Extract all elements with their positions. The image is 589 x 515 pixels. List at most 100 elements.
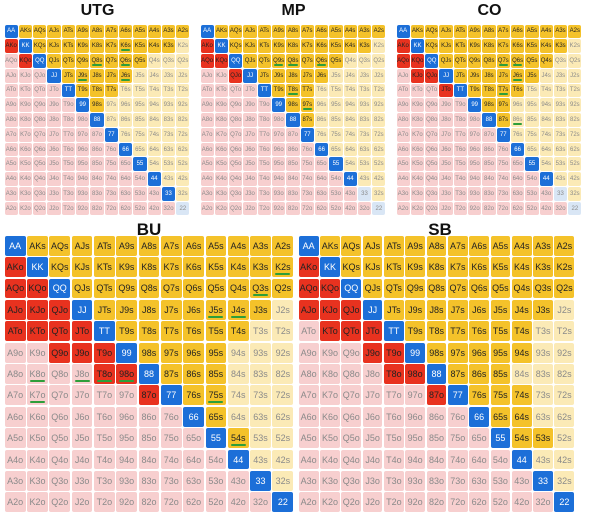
- hand-cell-t8s: T8s: [138, 321, 160, 342]
- hand-cell-32o: 32o: [357, 201, 372, 216]
- hand-cell-t5s: T5s: [329, 83, 343, 98]
- hand-cell-qto: QTo: [49, 321, 71, 342]
- hand-cell-kjs: KJs: [243, 39, 257, 54]
- hand-cell-97s: 97s: [104, 98, 118, 113]
- hand-cell-k8s: K8s: [426, 257, 447, 277]
- hand-cell-55: 55: [205, 428, 227, 449]
- chart-utg: UTG AA AKs AQs AJs ATs A9s A8s A7s A6s A5s A4s A3s A…: [2, 0, 193, 218]
- hand-cell-k8s: K8s: [138, 257, 160, 277]
- hand-cell-j5s: J5s: [490, 299, 511, 320]
- frequency-marker: [92, 63, 102, 66]
- hand-cell-83s: 83s: [250, 364, 271, 384]
- hand-cell-77: 77: [160, 385, 182, 406]
- hand-cell-85o: 85o: [138, 428, 160, 449]
- hand-cell-j2o: J2o: [47, 201, 61, 216]
- hand-cell-aqs: AQs: [229, 24, 243, 39]
- hand-cell-qto: QTo: [33, 83, 47, 98]
- hand-cell-q4o: Q4o: [49, 449, 71, 470]
- hand-cell-94s: 94s: [147, 98, 161, 113]
- hand-cell-a7o: A7o: [396, 127, 410, 142]
- hand-cell-96o: 96o: [405, 406, 426, 427]
- hand-cell-a8o: A8o: [4, 364, 26, 384]
- hand-cell-k6o: K6o: [18, 142, 33, 157]
- hand-cell-t7s: T7s: [300, 83, 314, 98]
- hand-cell-q8s: Q8s: [138, 278, 160, 299]
- hand-cell-kjo: KJo: [18, 68, 33, 83]
- chart-title-sb: SB: [428, 220, 452, 239]
- hand-cell-kts: KTs: [383, 257, 404, 277]
- hand-cell-j2s: J2s: [554, 299, 575, 320]
- frequency-marker: [498, 63, 509, 66]
- hand-cell-85s: 85s: [329, 113, 343, 127]
- hand-cell-66: 66: [510, 142, 525, 157]
- hand-cell-q9s: Q9s: [76, 54, 90, 68]
- hand-cell-42o: 42o: [147, 201, 161, 216]
- hand-cell-k7s: K7s: [447, 257, 468, 277]
- hand-cell-a5o: A5o: [298, 428, 319, 449]
- chart-title-mp: MP: [281, 2, 306, 19]
- frequency-marker: [77, 78, 88, 81]
- hand-cell-52s: 52s: [568, 157, 582, 172]
- frequency-marker: [119, 379, 135, 382]
- hand-cell-75o: 75o: [447, 428, 468, 449]
- hand-cell-93o: 93o: [272, 186, 286, 201]
- hand-cell-42o: 42o: [227, 492, 249, 513]
- hand-cell-k3s: K3s: [533, 257, 553, 277]
- frequency-marker: [208, 315, 224, 318]
- hand-cell-jto: JTo: [71, 321, 93, 342]
- hand-cell-q2o: Q2o: [229, 201, 243, 216]
- hand-cell-q4o: Q4o: [341, 449, 362, 470]
- hand-cell-t4o: T4o: [453, 172, 468, 186]
- hand-cell-t4s: T4s: [343, 83, 357, 98]
- hand-cell-k9s: K9s: [76, 39, 90, 54]
- hand-cell-95s: 95s: [490, 342, 511, 363]
- hand-cell-t6s: T6s: [183, 321, 204, 342]
- hand-cell-65o: 65o: [469, 428, 489, 449]
- hand-cell-t9o: T9o: [257, 98, 272, 113]
- hand-cell-q8s: Q8s: [90, 54, 104, 68]
- hand-cell-43s: 43s: [161, 172, 176, 186]
- hand-cell-kk: KK: [18, 39, 33, 54]
- hand-cell-j5o: J5o: [47, 157, 61, 172]
- hand-cell-kto: KTo: [320, 321, 340, 342]
- hand-cell-a4o: A4o: [298, 449, 319, 470]
- hand-cell-qts: QTs: [257, 54, 272, 68]
- hand-cell-a2o: A2o: [4, 201, 18, 216]
- hand-cell-kk: KK: [320, 257, 340, 277]
- hand-cell-62s: 62s: [372, 142, 386, 157]
- hand-cell-32s: 32s: [272, 470, 294, 491]
- hand-cell-73s: 73s: [161, 127, 176, 142]
- hand-cell-jto: JTo: [47, 83, 61, 98]
- hand-cell-62o: 62o: [314, 201, 329, 216]
- hand-cell-99: 99: [468, 98, 482, 113]
- hand-cell-aks: AKs: [214, 24, 229, 39]
- hand-cell-a3s: A3s: [357, 24, 372, 39]
- hand-cell-73s: 73s: [357, 127, 372, 142]
- hand-cell-t7o: T7o: [257, 127, 272, 142]
- hand-cell-86o: 86o: [90, 142, 104, 157]
- hand-cell-a6s: A6s: [118, 24, 133, 39]
- hand-cell-j7o: J7o: [71, 385, 93, 406]
- hand-cell-83s: 83s: [533, 364, 553, 384]
- hand-cell-ajo: AJo: [4, 68, 18, 83]
- hand-cell-t5o: T5o: [61, 157, 76, 172]
- hand-cell-j2o: J2o: [362, 492, 383, 513]
- hand-cell-qjo: QJo: [341, 299, 362, 320]
- hand-cell-q7s: Q7s: [496, 54, 510, 68]
- hand-cell-ajo: AJo: [396, 68, 410, 83]
- hand-cell-a3o: A3o: [4, 470, 26, 491]
- hand-cell-72o: 72o: [104, 201, 118, 216]
- hand-cell-qjs: QJs: [243, 54, 257, 68]
- hand-cell-82s: 82s: [554, 364, 575, 384]
- hand-cell-j5o: J5o: [439, 157, 453, 172]
- hand-cell-q7o: Q7o: [49, 385, 71, 406]
- hand-cell-a3o: A3o: [4, 186, 18, 201]
- hand-cell-q3o: Q3o: [49, 470, 71, 491]
- hand-cell-a7s: A7s: [300, 24, 314, 39]
- hand-cell-kk: KK: [214, 39, 229, 54]
- hand-cell-84o: 84o: [286, 172, 300, 186]
- hand-cell-kts: KTs: [61, 39, 76, 54]
- hand-cell-q7s: Q7s: [104, 54, 118, 68]
- hand-cell-99: 99: [76, 98, 90, 113]
- hand-cell-t3o: T3o: [453, 186, 468, 201]
